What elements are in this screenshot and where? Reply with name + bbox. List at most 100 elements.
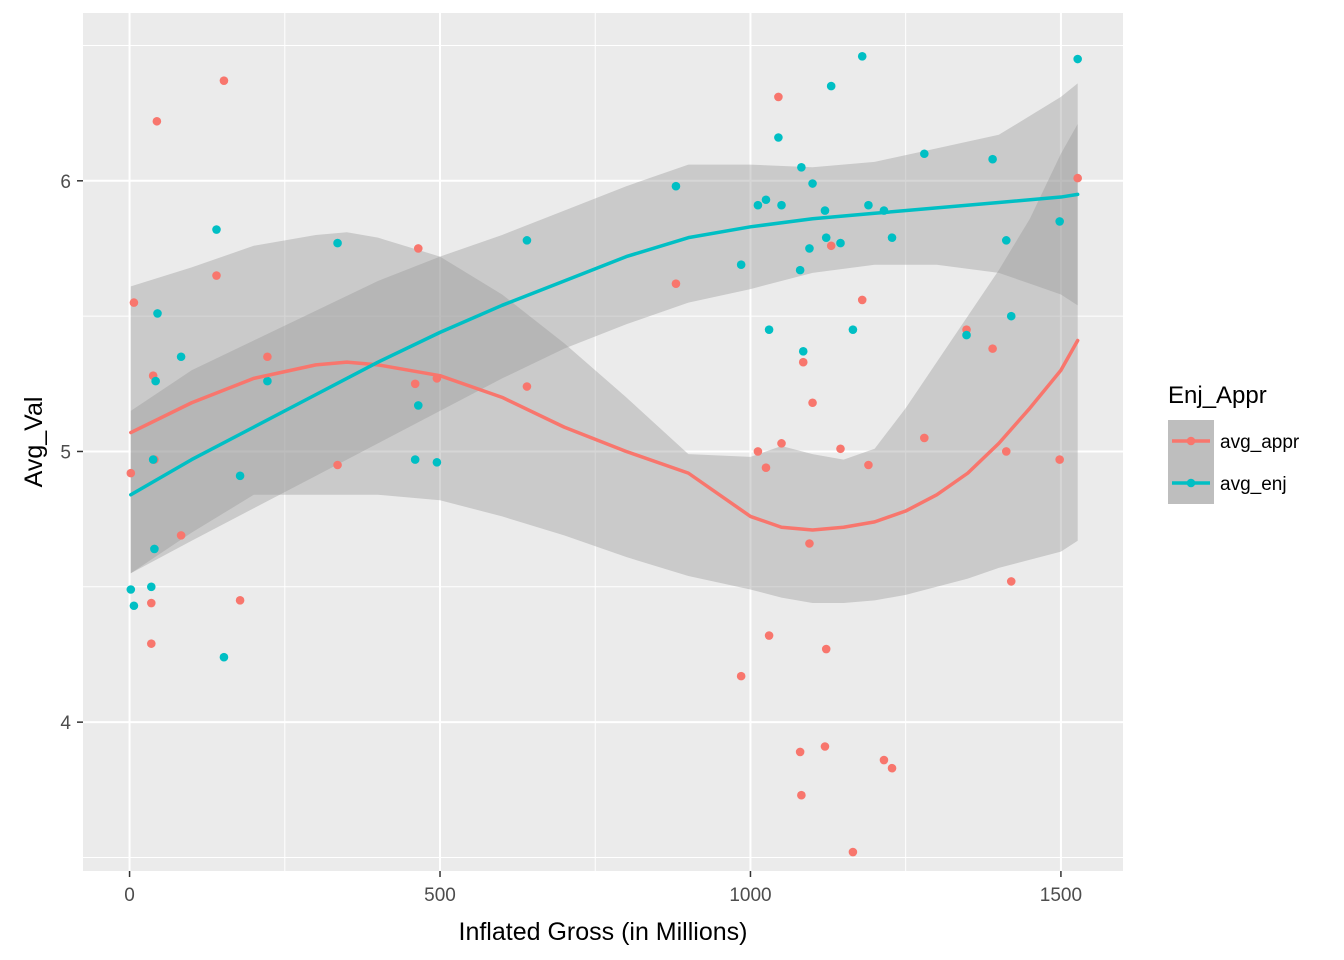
point-avg_enj [410, 455, 420, 464]
point-avg_enj [522, 236, 532, 245]
point-avg_enj [263, 376, 272, 386]
point-avg_enj [671, 181, 681, 191]
point-avg_enj [805, 244, 814, 253]
y-tick-label: 6 [60, 172, 71, 193]
point-avg_enj [219, 652, 229, 662]
point-avg_enj [821, 233, 831, 242]
point-avg_enj [333, 238, 342, 248]
legend-key-point [1186, 478, 1196, 488]
point-avg_enj [736, 260, 746, 270]
smooth-line-avg_appr [129, 338, 1080, 532]
point-avg_appr [848, 847, 858, 857]
x-tick-label: 500 [424, 885, 456, 906]
point-avg_enj [820, 206, 830, 215]
point-avg_enj [795, 265, 805, 275]
point-avg_appr [152, 116, 162, 126]
confidence-band-avg_appr [130, 123, 1078, 604]
point-avg_enj [153, 309, 162, 318]
point-avg_enj [151, 376, 160, 386]
point-avg_enj [864, 200, 873, 210]
point-avg_appr [774, 92, 783, 102]
point-avg_enj [808, 179, 817, 188]
point-avg_appr [129, 298, 139, 307]
smooth-line-avg_enj [129, 192, 1080, 497]
point-avg_enj [146, 582, 156, 592]
point-avg_enj [774, 133, 783, 142]
point-avg_appr [671, 279, 681, 288]
point-avg_enj [176, 352, 186, 362]
point-avg_appr [879, 755, 889, 765]
point-avg_enj [1073, 54, 1082, 64]
point-avg_appr [777, 439, 786, 448]
y-axis: 4 5 6 [60, 172, 83, 734]
point-avg_appr [808, 398, 817, 408]
point-avg_appr [988, 344, 997, 353]
legend-label-avg_enj: avg_enj [1220, 474, 1287, 495]
point-avg_enj [887, 233, 897, 242]
point-avg_enj [413, 401, 423, 410]
point-avg_appr [857, 295, 867, 305]
point-avg_appr [263, 352, 272, 362]
smooth-lines [129, 192, 1080, 532]
point-avg_enj [920, 149, 929, 159]
point-avg_enj [126, 585, 136, 594]
point-avg_enj [826, 81, 836, 91]
point-avg_appr [522, 382, 532, 391]
y-tick-label: 4 [60, 713, 71, 734]
point-avg_appr [836, 444, 845, 454]
point-avg_enj [798, 347, 808, 356]
point-avg_enj [235, 471, 245, 481]
point-avg_enj [1055, 217, 1064, 226]
y-tick-label: 5 [60, 442, 71, 463]
point-avg_appr [736, 671, 746, 681]
point-avg_appr [826, 241, 836, 251]
point-avg_enj [1001, 236, 1011, 245]
point-avg_appr [753, 447, 763, 456]
point-avg_appr [821, 644, 831, 654]
data-points [126, 52, 1082, 857]
legend-key-point [1186, 436, 1196, 446]
point-avg_appr [864, 460, 873, 470]
point-avg_appr [1006, 577, 1016, 586]
point-avg_enj [857, 52, 867, 61]
point-avg_appr [410, 379, 420, 389]
point-avg_appr [764, 631, 774, 640]
point-avg_enj [836, 238, 845, 248]
point-avg_enj [753, 200, 763, 210]
point-avg_appr [1001, 447, 1011, 456]
point-avg_enj [988, 154, 997, 164]
point-avg_enj [848, 325, 858, 334]
point-avg_appr [146, 598, 156, 608]
point-avg_enj [777, 200, 786, 210]
point-avg_appr [1055, 455, 1064, 464]
point-avg_enj [1006, 311, 1016, 321]
point-avg_enj [761, 195, 771, 205]
point-avg_enj [962, 330, 971, 340]
point-avg_enj [432, 457, 442, 467]
major-gridlines [83, 13, 1123, 871]
confidence-band-avg_enj [130, 83, 1078, 574]
legend: Enj_Appr avg_appr avg_enj [1168, 382, 1300, 504]
x-axis-title: Inflated Gross (in Millions) [459, 918, 748, 946]
y-axis-title: Avg_Val [20, 397, 48, 488]
point-avg_appr [126, 468, 136, 478]
point-avg_enj [764, 325, 774, 334]
confidence-ribbons [130, 83, 1078, 604]
point-avg_appr [235, 596, 245, 605]
point-avg_appr [1073, 173, 1082, 183]
point-avg_appr [761, 463, 771, 473]
point-avg_appr [176, 531, 186, 540]
x-tick-label: 0 [124, 885, 135, 906]
point-avg_appr [795, 747, 805, 757]
minor-gridlines [83, 13, 1123, 871]
point-avg_appr [820, 742, 830, 751]
point-avg_enj [797, 162, 806, 172]
x-tick-label: 1500 [1040, 885, 1082, 906]
point-avg_appr [887, 763, 897, 773]
legend-title: Enj_Appr [1168, 382, 1267, 409]
point-avg_enj [129, 601, 139, 611]
point-avg_enj [212, 225, 221, 234]
point-avg_appr [219, 76, 229, 85]
point-avg_enj [150, 544, 159, 554]
